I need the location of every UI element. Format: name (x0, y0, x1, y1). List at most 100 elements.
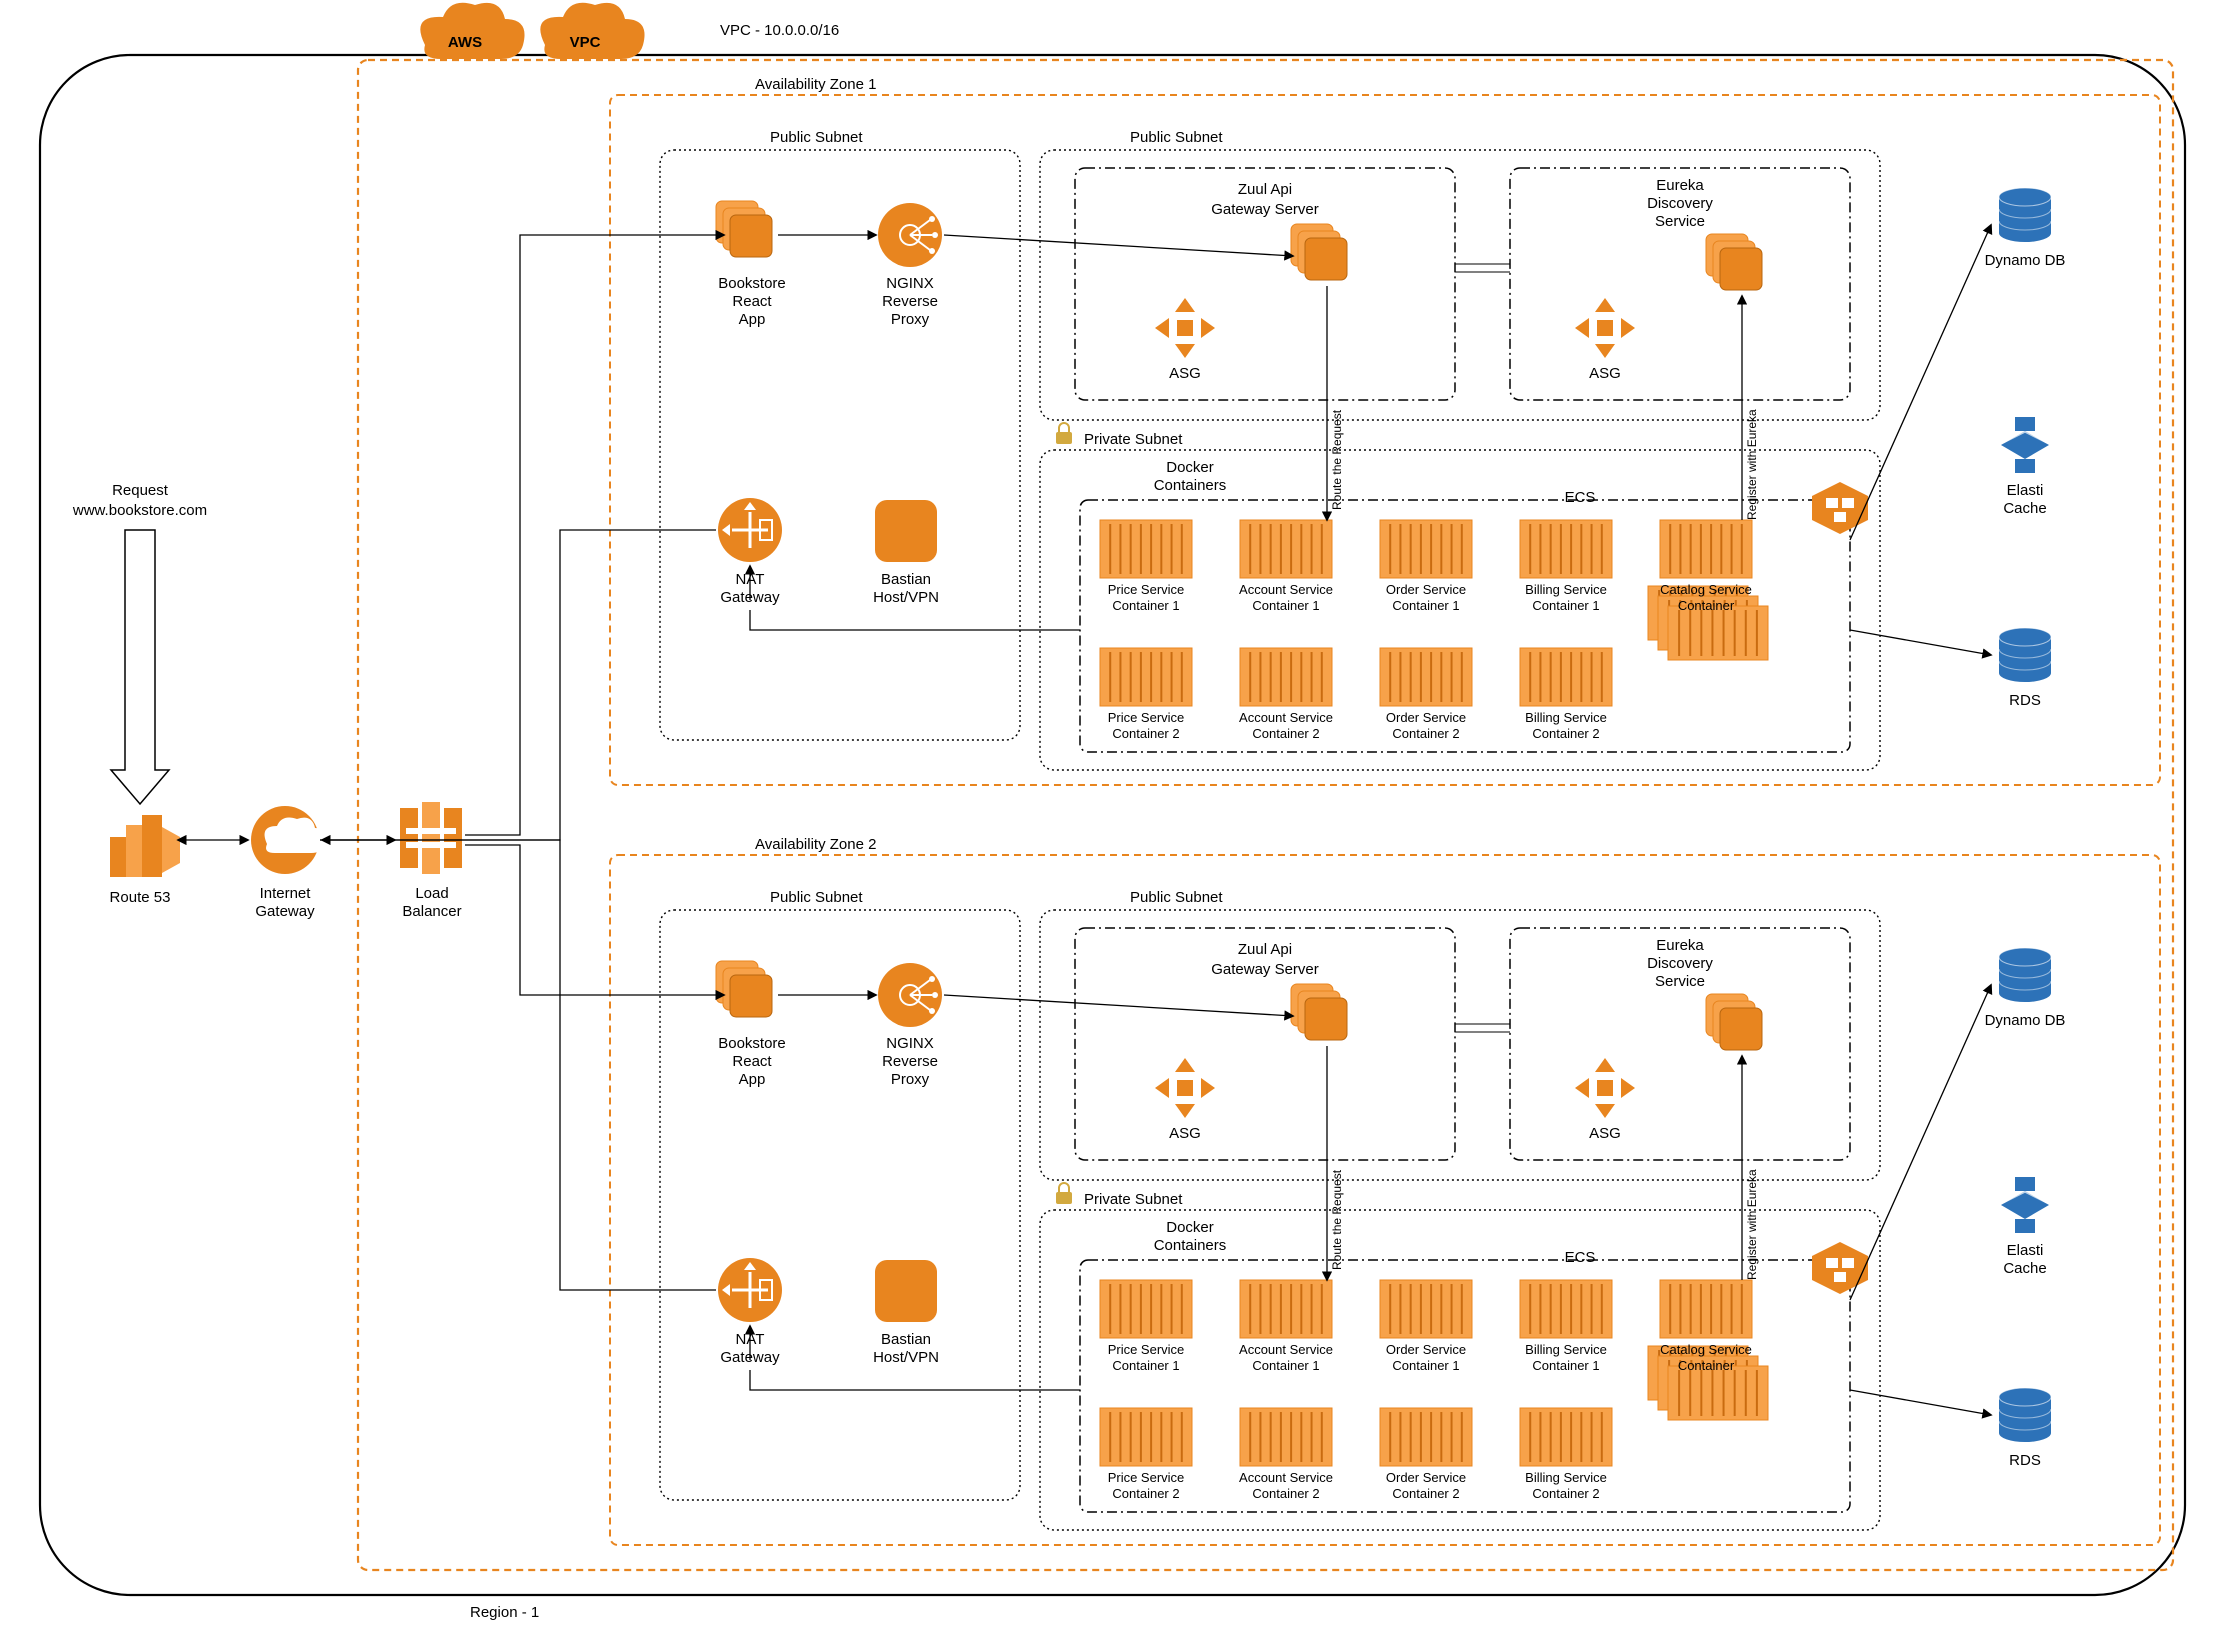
svg-text:Docker: Docker (1166, 1219, 1214, 1236)
request-label-1: Request (112, 482, 169, 499)
svg-text:Billing Service: Billing Service (1525, 1470, 1607, 1485)
svg-text:Elasti: Elasti (2007, 1242, 2044, 1259)
container-icon (1520, 648, 1612, 706)
svg-text:Bastian: Bastian (881, 571, 931, 588)
stacked-instances-icon (1291, 984, 1347, 1040)
svg-text:Eureka: Eureka (1656, 177, 1704, 194)
container-icon (1240, 1280, 1332, 1338)
elasti-icon (2001, 1177, 2049, 1233)
svg-text:Reverse: Reverse (882, 293, 938, 310)
svg-text:Gateway: Gateway (720, 1349, 780, 1366)
bastion-icon (875, 1260, 937, 1322)
bastion-icon (875, 500, 937, 562)
svg-text:Zuul Api: Zuul Api (1238, 941, 1292, 958)
container-icon (1660, 1280, 1752, 1338)
request-label-2: www.bookstore.com (72, 502, 207, 519)
public-subnet-left (660, 910, 1020, 1500)
svg-text:Billing Service: Billing Service (1525, 1342, 1607, 1357)
asg-icon (1575, 298, 1635, 358)
svg-text:Bookstore: Bookstore (718, 275, 786, 292)
svg-text:NGINX: NGINX (886, 1035, 934, 1052)
db-icon (1999, 628, 2051, 682)
svg-text:ASG: ASG (1169, 365, 1201, 382)
edge-ecs-rds (1850, 1390, 1991, 1415)
svg-text:Reverse: Reverse (882, 1053, 938, 1070)
svg-text:Container 1: Container 1 (1532, 1358, 1599, 1373)
svg-text:Container 2: Container 2 (1532, 1486, 1599, 1501)
svg-text:Container 2: Container 2 (1532, 726, 1599, 741)
edge-ecs-rds (1850, 630, 1991, 655)
svg-text:Container 2: Container 2 (1112, 726, 1179, 741)
stacked-instances-icon (1706, 994, 1762, 1050)
svg-text:Containers: Containers (1154, 1237, 1227, 1254)
svg-text:Container 1: Container 1 (1112, 598, 1179, 613)
igw-icon (251, 806, 326, 874)
svg-text:Price Service: Price Service (1108, 1470, 1185, 1485)
vpc-label: VPC - 10.0.0.0/16 (720, 22, 839, 39)
svg-text:Cache: Cache (2003, 500, 2046, 517)
svg-text:Dynamo DB: Dynamo DB (1985, 1012, 2066, 1029)
svg-text:Order Service: Order Service (1386, 710, 1466, 725)
svg-text:Container: Container (1678, 1358, 1735, 1373)
igw-label-1: Internet (260, 885, 312, 902)
lb-label-1: Load (415, 885, 448, 902)
circle-icon (718, 498, 782, 562)
edge-nat-ecs (750, 610, 1080, 630)
ecs-icon (1812, 1242, 1868, 1294)
svg-text:Public Subnet: Public Subnet (770, 129, 863, 146)
edge-nginx-zuul (944, 995, 1293, 1016)
svg-text:Service: Service (1655, 973, 1705, 990)
svg-text:Catalog Service: Catalog Service (1660, 582, 1752, 597)
svg-text:NAT: NAT (736, 571, 765, 588)
edge-igw-nat-az1 (320, 530, 716, 840)
edge-ecs-dynamo (1850, 225, 1991, 540)
edge-nat-ecs (750, 1370, 1080, 1390)
svg-text:Account Service: Account Service (1239, 1470, 1333, 1485)
svg-text:Container 2: Container 2 (1392, 726, 1459, 741)
ecs-icon (1812, 482, 1868, 534)
container-icon (1380, 1408, 1472, 1466)
svg-text:Container 2: Container 2 (1112, 1486, 1179, 1501)
svg-text:ECS: ECS (1565, 489, 1596, 506)
svg-text:Container: Container (1678, 598, 1735, 613)
svg-text:Catalog Service: Catalog Service (1660, 1342, 1752, 1357)
svg-text:ASG: ASG (1169, 1125, 1201, 1142)
container-icon (1380, 648, 1472, 706)
svg-text:RDS: RDS (2009, 692, 2041, 709)
circle-icon (878, 963, 942, 1027)
container-icon (1380, 520, 1472, 578)
container-icon (1380, 1280, 1472, 1338)
lb-label-2: Balancer (402, 903, 461, 920)
asg-icon (1155, 1058, 1215, 1118)
container-icon (1520, 520, 1612, 578)
svg-text:Elasti: Elasti (2007, 482, 2044, 499)
public-subnet-left (660, 150, 1020, 740)
container-icon (1240, 520, 1332, 578)
container-icon (1520, 1280, 1612, 1338)
vpc-badge: VPC (540, 3, 644, 59)
stacked-instances-icon (1706, 234, 1762, 290)
container-icon (1100, 648, 1192, 706)
svg-text:Price Service: Price Service (1108, 582, 1185, 597)
svg-text:Host/VPN: Host/VPN (873, 589, 939, 606)
edge-lb-react-az2 (465, 845, 724, 995)
edge-nginx-zuul (944, 235, 1293, 256)
lock-icon (1056, 1183, 1072, 1204)
db-icon (1999, 948, 2051, 1002)
svg-text:Register with Eureka: Register with Eureka (1745, 409, 1759, 520)
svg-text:Gateway Server: Gateway Server (1211, 961, 1319, 978)
svg-text:RDS: RDS (2009, 1452, 2041, 1469)
svg-text:Account Service: Account Service (1239, 710, 1333, 725)
svg-text:AWS: AWS (448, 34, 482, 51)
svg-text:Container 2: Container 2 (1392, 1486, 1459, 1501)
svg-text:NAT: NAT (736, 1331, 765, 1348)
svg-text:Proxy: Proxy (891, 1071, 930, 1088)
svg-text:Host/VPN: Host/VPN (873, 1349, 939, 1366)
svg-text:Public Subnet: Public Subnet (770, 889, 863, 906)
lock-icon (1056, 423, 1072, 444)
igw-label-2: Gateway (255, 903, 315, 920)
svg-text:Container 2: Container 2 (1252, 726, 1319, 741)
container-icon (1668, 606, 1768, 660)
svg-text:React: React (732, 1053, 772, 1070)
svg-text:Account Service: Account Service (1239, 582, 1333, 597)
